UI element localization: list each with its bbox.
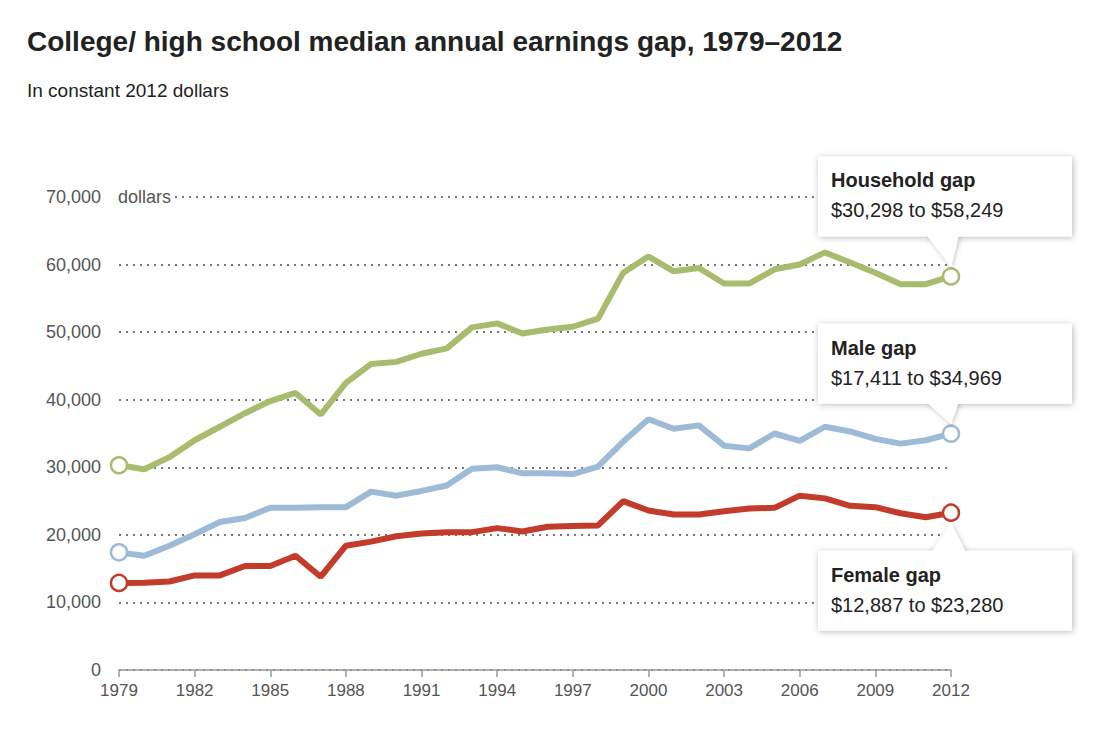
svg-text:0: 0 [91,660,101,680]
svg-text:1991: 1991 [403,681,441,700]
svg-text:1997: 1997 [554,681,592,700]
svg-text:$12,887 to $23,280: $12,887 to $23,280 [831,594,1003,616]
svg-text:dollars: dollars [118,187,171,207]
svg-text:College/ high school median an: College/ high school median annual earni… [27,26,842,57]
svg-text:30,000: 30,000 [46,457,101,477]
svg-text:10,000: 10,000 [46,592,101,612]
svg-text:Female gap: Female gap [831,564,941,586]
svg-text:1988: 1988 [327,681,365,700]
svg-text:1985: 1985 [251,681,289,700]
svg-text:1982: 1982 [176,681,214,700]
svg-text:1994: 1994 [478,681,516,700]
svg-text:2003: 2003 [705,681,743,700]
svg-text:Household gap: Household gap [831,169,975,191]
svg-text:$17,411 to $34,969: $17,411 to $34,969 [831,367,1002,389]
svg-text:20,000: 20,000 [46,525,101,545]
svg-text:40,000: 40,000 [46,390,101,410]
svg-text:2000: 2000 [630,681,668,700]
svg-text:$30,298 to $58,249: $30,298 to $58,249 [831,199,1003,221]
svg-text:50,000: 50,000 [46,322,101,342]
svg-text:In constant 2012 dollars: In constant 2012 dollars [27,80,229,101]
svg-text:70,000: 70,000 [46,187,101,207]
svg-text:60,000: 60,000 [46,255,101,275]
svg-text:2009: 2009 [856,681,894,700]
svg-text:2006: 2006 [781,681,819,700]
svg-text:2012: 2012 [932,681,970,700]
svg-text:1979: 1979 [100,681,138,700]
svg-text:Male gap: Male gap [831,337,917,359]
